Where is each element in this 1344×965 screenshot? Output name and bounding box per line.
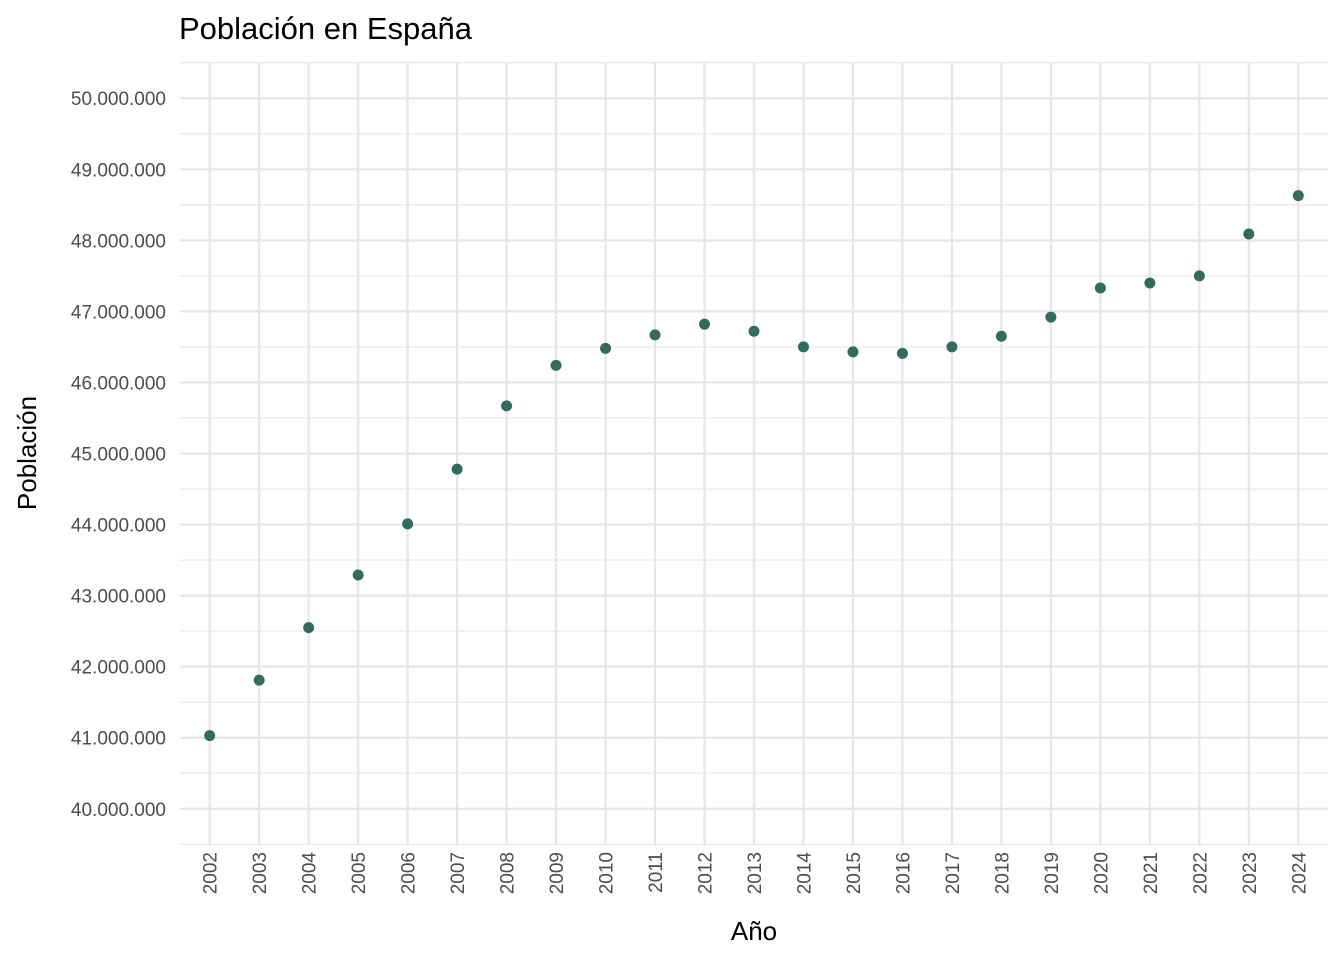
- x-tick-label: 2020: [1091, 852, 1112, 894]
- data-points: [204, 190, 1304, 742]
- x-tick-label: 2009: [547, 852, 568, 894]
- y-axis-ticks: 40.000.000 41.000.000 42.000.000 43.000.000…: [71, 89, 166, 821]
- data-point: [402, 518, 414, 530]
- data-point: [204, 730, 216, 742]
- x-tick-label: 2019: [1042, 852, 1063, 894]
- data-point: [451, 463, 463, 475]
- data-point: [550, 359, 562, 371]
- data-point: [253, 674, 265, 686]
- y-tick-label: 41.000.000: [71, 729, 166, 750]
- data-point: [1243, 228, 1255, 240]
- data-point: [1193, 270, 1205, 282]
- grid: [180, 62, 1328, 845]
- data-point: [748, 325, 760, 337]
- x-tick-label: 2005: [349, 852, 370, 894]
- x-tick-label: 2014: [794, 852, 815, 895]
- data-point: [699, 318, 711, 330]
- x-tick-label: 2011: [646, 852, 667, 893]
- y-axis-label: Población: [12, 396, 42, 510]
- x-tick-label: 2023: [1240, 852, 1261, 894]
- data-point: [1144, 277, 1156, 289]
- data-point: [896, 347, 908, 359]
- x-axis-label: Año: [731, 916, 777, 946]
- x-tick-label: 2018: [992, 852, 1013, 894]
- x-tick-label: 2017: [943, 852, 964, 894]
- data-point: [797, 341, 809, 353]
- data-point: [649, 329, 661, 341]
- x-axis-ticks: 2002 2003 2004 2005 2006 2007 2008 2009 2010 2011…: [201, 852, 1311, 895]
- x-tick-label: 2022: [1190, 852, 1211, 894]
- data-point: [946, 341, 958, 353]
- data-point: [501, 400, 513, 412]
- x-tick-label: 2006: [399, 852, 420, 894]
- y-tick-label: 40.000.000: [71, 800, 166, 821]
- y-tick-label: 42.000.000: [71, 658, 166, 679]
- chart-title: Población en España: [179, 11, 473, 46]
- y-tick-label: 45.000.000: [71, 445, 166, 466]
- data-point: [847, 346, 859, 358]
- data-point: [352, 569, 364, 581]
- x-tick-label: 2013: [745, 852, 766, 894]
- y-tick-label: 48.000.000: [71, 231, 166, 252]
- x-tick-label: 2024: [1289, 852, 1310, 895]
- x-tick-label: 2002: [201, 852, 222, 894]
- data-point: [303, 622, 315, 634]
- data-point: [600, 342, 612, 354]
- y-tick-label: 43.000.000: [71, 587, 166, 608]
- data-point: [995, 330, 1007, 342]
- x-tick-label: 2021: [1141, 852, 1162, 894]
- x-tick-label: 2010: [597, 852, 618, 894]
- x-tick-label: 2015: [844, 852, 865, 894]
- x-tick-label: 2012: [696, 852, 717, 894]
- x-tick-label: 2008: [498, 852, 519, 894]
- y-tick-label: 44.000.000: [71, 516, 166, 537]
- y-tick-label: 50.000.000: [71, 89, 166, 110]
- x-tick-label: 2004: [300, 852, 321, 895]
- x-tick-label: 2003: [250, 852, 271, 894]
- x-tick-label: 2007: [448, 852, 469, 894]
- y-tick-label: 47.000.000: [71, 302, 166, 323]
- x-tick-label: 2016: [893, 852, 914, 894]
- data-point: [1045, 311, 1057, 323]
- data-point: [1292, 190, 1304, 202]
- y-tick-label: 49.000.000: [71, 160, 166, 181]
- data-point: [1094, 282, 1106, 294]
- y-tick-label: 46.000.000: [71, 373, 166, 394]
